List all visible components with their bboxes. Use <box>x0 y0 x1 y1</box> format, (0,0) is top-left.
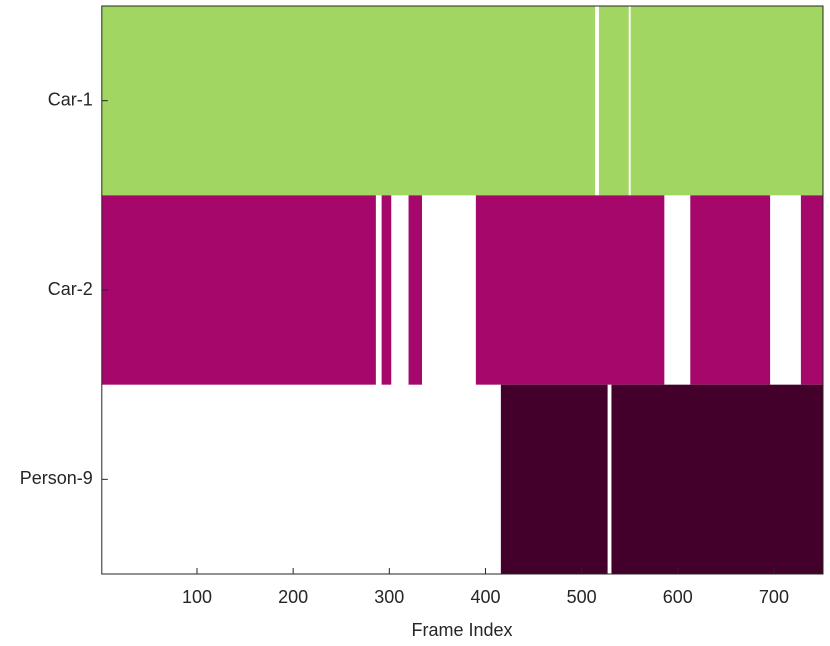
axes-box <box>101 5 824 575</box>
x-axis-label: Frame Index <box>411 620 512 640</box>
x-tick-label: 600 <box>663 587 693 607</box>
segment <box>598 6 629 196</box>
segment <box>500 384 608 574</box>
segment <box>475 195 665 385</box>
segment <box>690 195 771 385</box>
segment <box>381 195 392 385</box>
x-tick-label: 100 <box>182 587 212 607</box>
x-tick-label: 300 <box>374 587 404 607</box>
y-tick-label: Car-1 <box>48 89 93 109</box>
x-tick-label: 700 <box>759 587 789 607</box>
segment <box>611 384 823 574</box>
x-tick-label: 500 <box>567 587 597 607</box>
segment <box>630 6 823 196</box>
x-tick-label: 400 <box>470 587 500 607</box>
x-tick-label: 200 <box>278 587 308 607</box>
segment <box>800 195 823 385</box>
segment <box>101 195 376 385</box>
segment <box>101 6 596 196</box>
y-tick-label: Car-2 <box>48 279 93 299</box>
segment <box>408 195 423 385</box>
y-tick-label: Person-9 <box>20 468 93 488</box>
